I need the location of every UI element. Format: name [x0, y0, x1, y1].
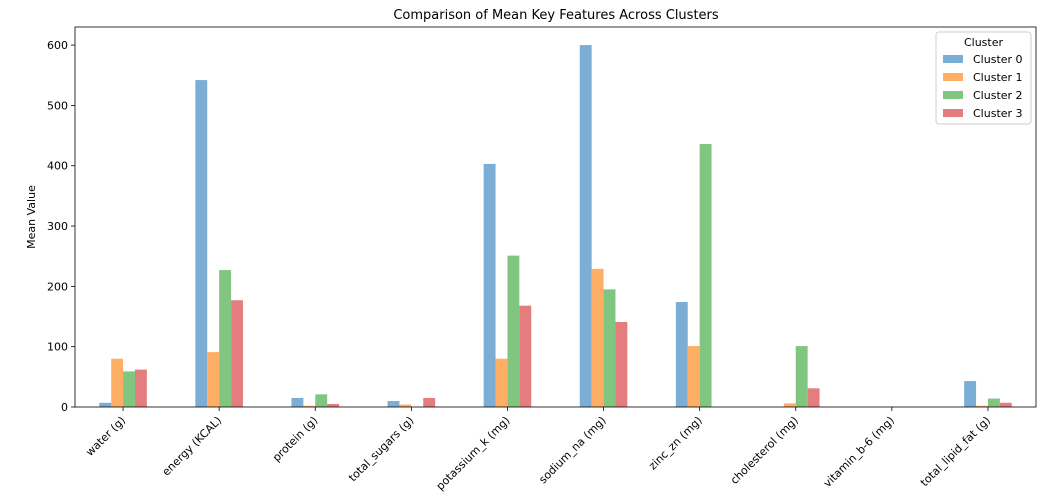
bar-cluster-1-4	[495, 358, 508, 407]
x-tick-label: cholesterol (mg)	[728, 414, 801, 487]
x-tick-label: total_sugars (g)	[346, 414, 416, 484]
y-axis-ticks: 0 100 200 300 400 500 600	[47, 39, 75, 414]
bar-cluster-2-2	[315, 394, 328, 407]
legend-item-label: Cluster 3	[973, 107, 1023, 120]
x-tick-label: potassium_k (mg)	[434, 414, 513, 493]
bar-cluster-3-2	[327, 403, 340, 407]
plot-frame	[74, 26, 1037, 408]
y-tick-label: 200	[47, 280, 68, 293]
bar-cluster-2-6	[699, 144, 712, 407]
bar-cluster-0-9	[964, 381, 977, 407]
y-tick-label: 300	[47, 220, 68, 233]
bars-group	[99, 45, 1012, 407]
bar-cluster-2-7	[795, 346, 808, 407]
bar-cluster-1-9	[976, 405, 988, 407]
legend-swatch	[943, 55, 963, 63]
legend: Cluster Cluster 0 Cluster 1 Cluster 2 Cluste…	[935, 31, 1032, 125]
y-tick-label: 400	[47, 160, 68, 173]
bar-cluster-3-5	[615, 321, 628, 407]
y-tick-label: 100	[47, 341, 68, 354]
legend-swatch	[943, 91, 963, 99]
bar-cluster-1-2	[303, 405, 316, 407]
bar-cluster-2-4	[507, 255, 520, 407]
bar-cluster-3-3	[423, 397, 436, 407]
x-tick-label: sodium_na (mg)	[536, 414, 608, 486]
legend-title: Cluster	[964, 36, 1004, 49]
y-tick-label: 600	[47, 39, 68, 52]
bar-cluster-3-7	[807, 388, 820, 407]
chart-title: Comparison of Mean Key Features Across C…	[393, 8, 719, 23]
x-tick-label: zinc_zn (mg)	[646, 414, 705, 473]
bar-cluster-0-1	[195, 80, 208, 407]
bar-cluster-1-0	[111, 358, 124, 407]
y-axis-label: Mean Value	[25, 185, 38, 249]
bar-cluster-3-4	[519, 305, 532, 407]
bar-cluster-0-4	[483, 163, 496, 407]
x-tick-label: vitamin_b-6 (mg)	[821, 414, 897, 490]
legend-item-label: Cluster 2	[973, 89, 1023, 102]
bar-cluster-1-7	[783, 403, 796, 407]
y-tick-label: 0	[61, 401, 68, 414]
x-tick-label: water (g)	[83, 414, 128, 459]
y-tick-label: 500	[47, 99, 68, 112]
bar-cluster-3-9	[999, 402, 1012, 407]
bar-cluster-0-3	[387, 400, 400, 407]
bar-cluster-1-6	[687, 346, 700, 407]
bar-cluster-2-0	[123, 371, 135, 407]
x-tick-label: energy (KCAL)	[160, 414, 225, 479]
legend-item-label: Cluster 1	[973, 71, 1023, 84]
x-axis-ticks: water (g) energy (KCAL) protein (g) total_s…	[83, 407, 993, 493]
bar-cluster-2-1	[219, 270, 232, 407]
bar-cluster-0-6	[675, 302, 688, 407]
axes	[74, 26, 1037, 408]
bar-cluster-2-5	[603, 289, 616, 407]
bar-cluster-1-5	[591, 268, 604, 407]
bar-cluster-3-1	[231, 300, 243, 407]
bar-cluster-0-2	[291, 397, 304, 407]
legend-swatch	[943, 109, 963, 117]
bar-cluster-3-0	[134, 369, 147, 407]
legend-item-label: Cluster 0	[973, 53, 1023, 66]
bar-cluster-0-0	[99, 402, 112, 407]
bar-cluster-1-1	[207, 352, 220, 407]
bar-cluster-1-3	[399, 404, 412, 407]
x-tick-label: protein (g)	[270, 414, 320, 464]
x-tick-label: total_lipid_fat (g)	[918, 414, 993, 489]
legend-swatch	[943, 73, 963, 81]
bar-cluster-2-9	[987, 398, 1000, 407]
bar-cluster-0-5	[579, 45, 592, 407]
